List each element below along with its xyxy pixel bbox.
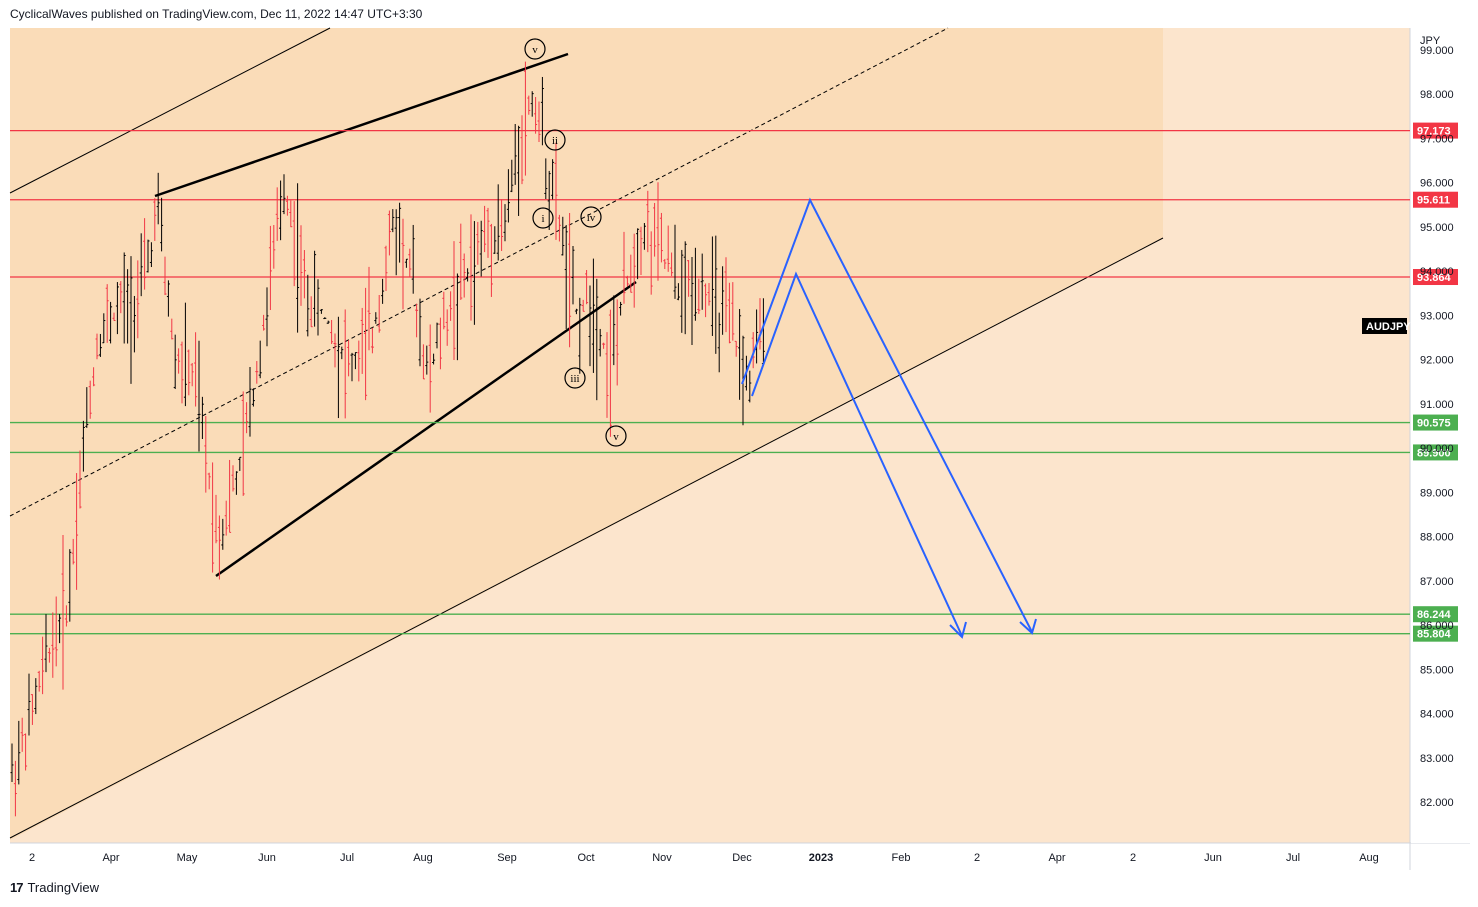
wave-label: v [613, 431, 619, 443]
wave-label-circle [605, 425, 627, 447]
time-tick-label: Jun [258, 852, 276, 864]
tradingview-logo-icon: 17 [10, 880, 24, 895]
channel-upper-line [9, 27, 331, 194]
level-price-label: 89.900 [1417, 447, 1451, 459]
arrow-head-a-icon [1019, 618, 1037, 635]
symbol-label: AUDJPY [1366, 321, 1411, 333]
arrow-head-b-icon [949, 621, 967, 639]
publisher-header: CyclicalWaves published on TradingView.c… [10, 7, 423, 21]
projection-path-b [751, 271, 963, 637]
price-tick-label: 92.000 [1420, 355, 1454, 367]
level-price-badge [1413, 191, 1458, 208]
price-tick-label: 88.000 [1420, 532, 1454, 544]
wave-label-circle [544, 129, 566, 151]
price-tick-label: 83.000 [1420, 753, 1454, 765]
symbol-label-bg [1362, 318, 1407, 334]
wave-label: v [532, 44, 538, 56]
channel-lower-line [9, 237, 1164, 839]
price-tick-label: 85.000 [1420, 664, 1454, 676]
time-tick-label: 2 [29, 852, 35, 864]
currency-label: JPY [1420, 35, 1441, 47]
projection-path-a [741, 197, 1033, 633]
price-tick-label: 86.000 [1420, 620, 1454, 632]
level-price-label: 86.244 [1417, 609, 1452, 621]
price-tick-label: 87.000 [1420, 576, 1454, 588]
level-price-badge [1413, 625, 1458, 642]
channel-mid-line [9, 27, 949, 517]
time-tick-label: 2 [1130, 852, 1136, 864]
level-price-label: 90.575 [1417, 418, 1451, 430]
channel-shading [10, 28, 1163, 840]
time-tick-label: Apr [1048, 852, 1065, 864]
wave-label-circle [524, 38, 546, 60]
price-tick-label: 89.000 [1420, 487, 1454, 499]
level-price-label: 95.611 [1417, 195, 1450, 207]
time-axis-ticks: 2 Apr May Jun Jul Aug Sep Oct Nov Dec 2023 Feb 2 Apr 2… [29, 852, 1379, 864]
price-tick-label: 84.000 [1420, 709, 1454, 721]
price-tick-label: 97.000 [1420, 133, 1454, 145]
wave-label-circle [532, 207, 554, 229]
price-tick-label: 90.000 [1420, 443, 1454, 455]
level-price-label: 85.804 [1417, 629, 1452, 641]
time-tick-label: 2023 [809, 852, 833, 864]
price-tick-label: 99.000 [1420, 45, 1454, 57]
price-tick-label: 82.000 [1420, 797, 1454, 809]
level-price-label: 93.864 [1417, 272, 1452, 284]
wave-label: iii [570, 373, 579, 385]
time-tick-label: Aug [1359, 852, 1379, 864]
level-price-badge [1413, 122, 1458, 139]
footer-brand-label: TradingView [27, 880, 100, 895]
time-tick-label: Nov [652, 852, 672, 864]
footer-brand: 17 TradingView [10, 880, 99, 895]
level-price-badge [1413, 444, 1458, 461]
level-price-label: 97.173 [1417, 126, 1451, 138]
level-price-badge [1413, 606, 1458, 623]
time-tick-label: Jul [1286, 852, 1300, 864]
price-tick-label: 91.000 [1420, 399, 1454, 411]
time-tick-label: Feb [892, 852, 911, 864]
time-tick-label: Jul [340, 852, 354, 864]
price-bars [10, 61, 765, 817]
price-tick-label: 93.000 [1420, 310, 1454, 322]
price-tick-label: 94.000 [1420, 266, 1454, 278]
time-tick-label: May [177, 852, 198, 864]
time-tick-label: Sep [497, 852, 517, 864]
price-tick-label: 98.000 [1420, 89, 1454, 101]
time-tick-label: 2 [974, 852, 980, 864]
wave-label: iv [587, 212, 596, 224]
time-tick-label: Oct [577, 852, 594, 864]
time-tick-label: Apr [102, 852, 119, 864]
price-tick-label: 96.000 [1420, 178, 1454, 190]
price-axis-bg [1411, 28, 1471, 843]
price-tick-label: 95.000 [1420, 222, 1454, 234]
projection-paths [741, 197, 1037, 639]
time-tick-label: Aug [413, 852, 433, 864]
wedge-upper-line [154, 52, 569, 198]
time-tick-label: Jun [1204, 852, 1222, 864]
level-price-badge [1413, 269, 1458, 286]
time-tick-label: Dec [732, 852, 752, 864]
level-price-badge [1413, 414, 1458, 431]
wave-label-circle [564, 367, 586, 389]
wave-label: i [541, 213, 544, 225]
price-axis-ticks: 82.000 83.000 84.000 85.000 86.000 87.000 88.0… [1420, 45, 1454, 809]
wave-label-circle [580, 206, 602, 228]
wedge-lower-line [215, 280, 637, 578]
wave-label: ii [552, 135, 558, 147]
